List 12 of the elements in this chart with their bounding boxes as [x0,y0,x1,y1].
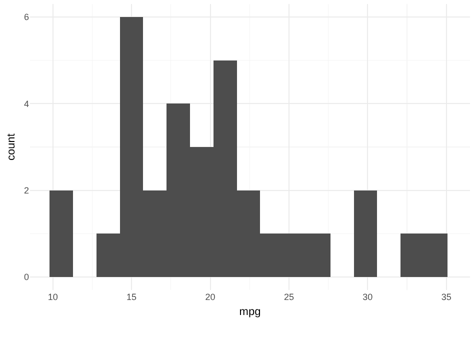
x-tick-label: 35 [441,292,452,302]
x-tick-label: 30 [362,292,373,302]
x-tick-label: 10 [48,292,58,302]
x-tick-label: 20 [205,292,216,302]
y-tick-label: 6 [24,12,29,22]
y-tick-label: 2 [24,185,29,196]
y-axis-title: count [6,134,18,160]
y-tick-label: 0 [24,272,29,282]
x-tick-label: 15 [126,292,137,302]
x-tick-label: 25 [284,292,294,302]
y-tick-label: 4 [24,98,29,109]
x-axis-title: mpg [239,306,261,318]
